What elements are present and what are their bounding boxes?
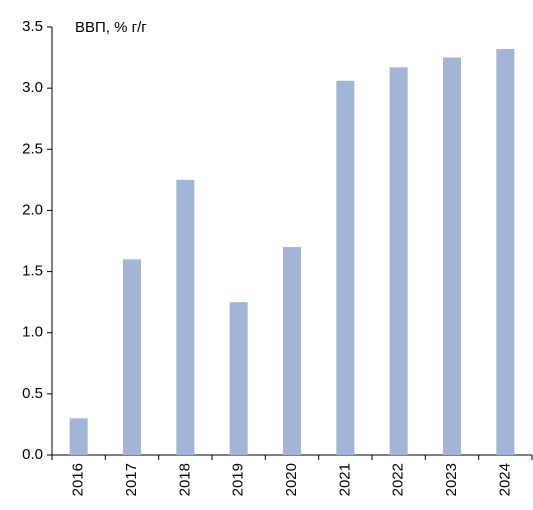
- x-tick-label: 2016: [70, 463, 87, 496]
- x-tick-label: 2024: [496, 463, 513, 496]
- bar: [123, 259, 141, 455]
- x-tick-label: 2018: [176, 463, 193, 496]
- bar: [176, 179, 195, 455]
- y-tick-label: 3.0: [22, 79, 43, 96]
- y-tick-label: 3.5: [22, 18, 43, 35]
- x-tick-label: 2020: [283, 463, 300, 496]
- bar: [69, 418, 88, 455]
- y-tick-label: 1.0: [22, 324, 43, 341]
- bar: [336, 80, 355, 455]
- x-tick-label: 2023: [443, 463, 460, 496]
- y-tick-label: 0.0: [22, 446, 43, 463]
- x-tick-label: 2022: [390, 463, 407, 496]
- bar: [389, 67, 408, 456]
- bar: [496, 49, 515, 456]
- chart-title: ВВП, % г/г: [75, 19, 147, 36]
- y-tick-label: 2.0: [22, 201, 43, 218]
- x-tick-label: 2017: [123, 463, 140, 496]
- y-tick-label: 0.5: [22, 385, 43, 402]
- y-tick-label: 2.5: [22, 140, 43, 157]
- bar: [229, 302, 248, 455]
- x-tick-label: 2019: [230, 463, 247, 496]
- bar: [443, 57, 461, 455]
- bar: [283, 247, 301, 455]
- y-tick-label: 1.5: [22, 263, 43, 280]
- x-tick-label: 2021: [336, 463, 353, 496]
